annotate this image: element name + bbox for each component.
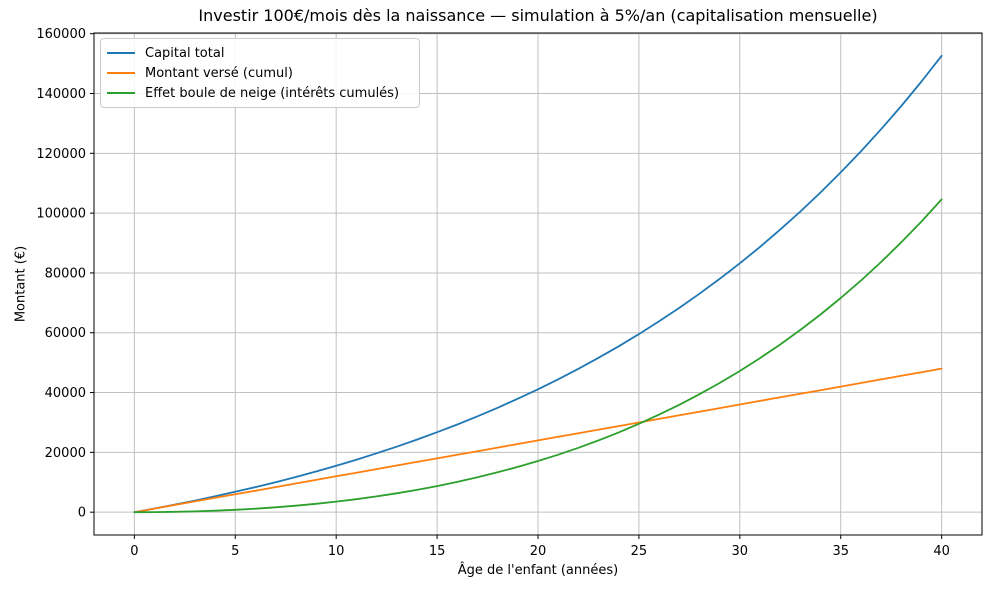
- legend-line-swatch-blue: [107, 52, 135, 54]
- legend-label: Capital total: [145, 45, 225, 61]
- y-axis-label: Montant (€): [13, 245, 29, 323]
- legend-item-effet-boule-de-neige: Effet boule de neige (intérêts cumulés): [107, 85, 409, 102]
- legend-line-swatch-green: [107, 92, 135, 94]
- tick-marks: [90, 33, 943, 539]
- series-line-0: [133, 54, 943, 514]
- x-axis-label: Âge de l'enfant (années): [457, 563, 619, 578]
- x-tick-label: 10: [328, 544, 345, 559]
- grid: [94, 33, 982, 535]
- y-tick-label: 20000: [45, 446, 86, 461]
- x-tick-label: 5: [231, 544, 239, 559]
- legend: Capital total Montant versé (cumul) Effe…: [100, 38, 420, 108]
- chart-title: Investir 100€/mois dès la naissance — si…: [198, 6, 878, 25]
- legend-item-capital-total: Capital total: [107, 45, 409, 62]
- y-tick-label: 60000: [45, 326, 86, 341]
- x-tick-label: 40: [933, 544, 950, 559]
- x-tick-label: 35: [832, 544, 849, 559]
- x-tick-label: 30: [732, 544, 749, 559]
- x-tick-label: 20: [530, 544, 547, 559]
- series-line-1: [133, 367, 943, 514]
- y-tick-label: 40000: [45, 386, 86, 401]
- y-tick-label: 80000: [45, 266, 86, 281]
- tick-labels: 0 5 10 15 20 25 30 35 40 0 20000 40000 60000 80000 100…: [36, 27, 950, 559]
- y-tick-label: 160000: [36, 27, 86, 42]
- legend-item-montant-verse: Montant versé (cumul): [107, 65, 409, 82]
- y-tick-label: 140000: [36, 87, 86, 102]
- x-tick-label: 0: [130, 544, 138, 559]
- y-tick-label: 0: [78, 506, 86, 521]
- y-tick-label: 100000: [36, 207, 86, 222]
- y-tick-label: 120000: [36, 147, 86, 162]
- legend-line-swatch-orange: [107, 72, 135, 74]
- legend-label: Effet boule de neige (intérêts cumulés): [145, 85, 400, 101]
- x-tick-label: 25: [631, 544, 648, 559]
- x-tick-label: 15: [429, 544, 446, 559]
- legend-label: Montant versé (cumul): [145, 65, 293, 81]
- series-line-2: [133, 198, 943, 514]
